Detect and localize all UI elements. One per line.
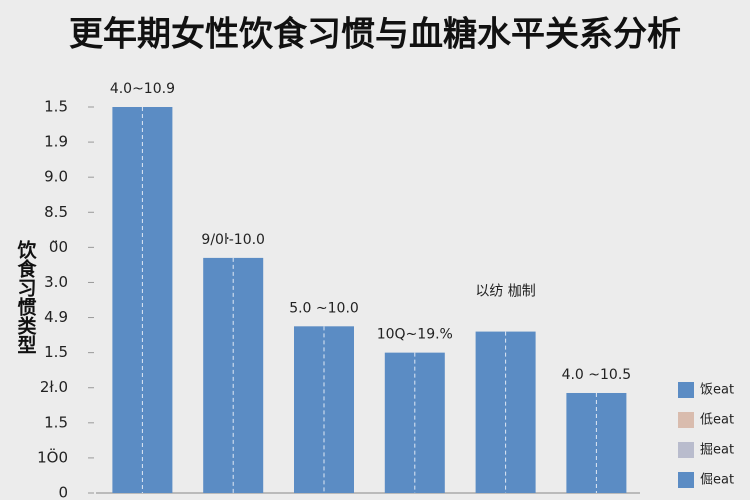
- y-tick-label: 0̈0: [49, 238, 68, 256]
- bar-annotation: 5.0 ~10.0: [289, 300, 359, 316]
- bar: [294, 326, 354, 493]
- y-tick-label: 1.5: [44, 343, 68, 361]
- bar-annotation: 以纺 枷制: [475, 284, 535, 300]
- legend-label: 倔eat: [700, 473, 734, 488]
- y-tick-label: 0: [58, 484, 68, 500]
- bar-annotation: 4.0~10.9: [110, 81, 175, 97]
- legend-swatch: [678, 472, 694, 488]
- legend-swatch: [678, 412, 694, 428]
- y-tick-label: 8.5: [44, 203, 68, 221]
- legend-swatch: [678, 382, 694, 398]
- y-tick-label: 1.5: [44, 98, 68, 116]
- legend-label: 掘eat: [700, 443, 734, 458]
- bar: [203, 257, 264, 493]
- legend-swatch: [678, 442, 694, 458]
- y-tick-label: 4.9: [44, 308, 68, 326]
- chart-title: 更年期女性饮食习惯与血糖水平关系分析: [69, 15, 681, 55]
- y-tick-label: 9.0: [44, 168, 68, 186]
- y-tick-label: 3.0: [44, 273, 68, 291]
- legend-label: 饭eat: [700, 383, 734, 398]
- y-tick-label: 2ł.0: [40, 378, 68, 396]
- y-tick-label: 1.9: [44, 133, 68, 151]
- y-tick-label: 1Ö0: [37, 447, 68, 466]
- y-tick-label: 1.5: [44, 413, 68, 431]
- legend-label: 低eat: [700, 413, 734, 428]
- bar-annotation: 10Q~19.%: [377, 327, 453, 343]
- bar-annotation: 4.0 ~10.5: [562, 367, 632, 383]
- bar-annotation: 9/0ŀ-10.0: [201, 232, 265, 248]
- y-axis-label: 饮食习惯类型: [15, 239, 38, 354]
